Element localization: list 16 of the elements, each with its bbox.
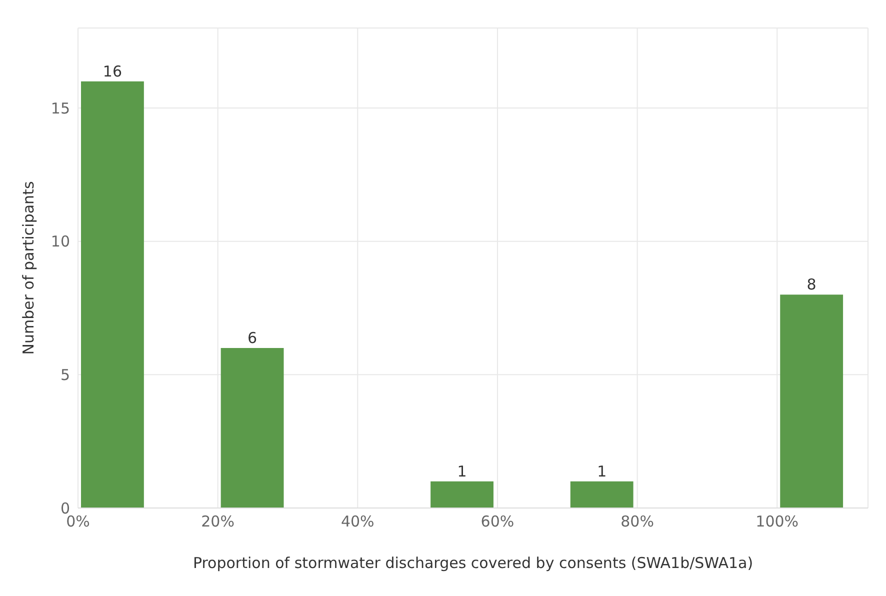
- y-tick-label: 10: [50, 232, 70, 251]
- x-tick-label: 100%: [756, 512, 799, 531]
- data-label: 8: [806, 276, 816, 294]
- data-label: 6: [248, 329, 258, 347]
- y-tick-label: 15: [50, 99, 70, 118]
- data-label: 1: [457, 462, 467, 480]
- x-tick-label: 0%: [66, 512, 90, 531]
- x-tick-label: 80%: [620, 512, 654, 531]
- data-label: 16: [102, 62, 122, 80]
- y-axis-title: Number of participants: [19, 181, 38, 355]
- y-tick-label: 5: [60, 366, 70, 384]
- x-tick-label: 60%: [480, 512, 514, 531]
- data-label: 1: [597, 462, 607, 480]
- x-axis-title: Proportion of stormwater discharges covered by consents (SWA1b/SWA1a): [192, 554, 754, 572]
- x-tick-label: 20%: [201, 512, 234, 531]
- x-tick-label: 40%: [340, 512, 374, 531]
